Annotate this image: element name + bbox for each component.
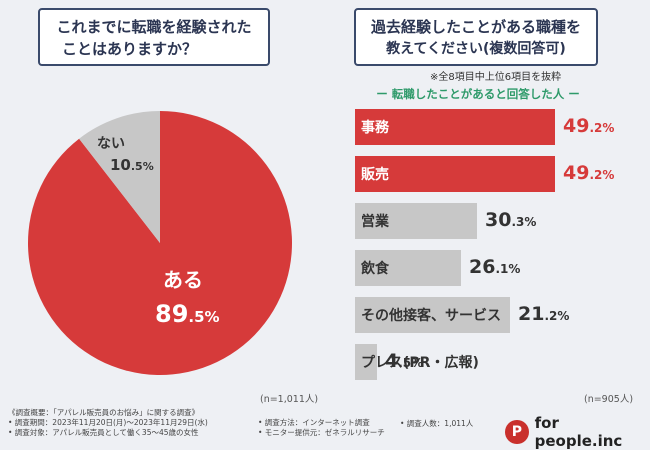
bar-1: 販売 49.2% — [355, 156, 614, 192]
left-sample-size: (n=1,011人) — [260, 394, 319, 405]
bar-4: その他接客、サービス 21.2% — [355, 297, 569, 333]
pie-label-yes: ある — [163, 268, 203, 292]
bar-3: 飲食 26.1% — [355, 250, 520, 286]
left-question-box: これまでに転職を経験された ことはありますか？ — [38, 8, 270, 66]
bar-value-dec-0: .2% — [589, 121, 615, 135]
left-question-line1: これまでに転職を経験された — [56, 18, 252, 36]
right-question-line1: 過去経験したことがある職種を — [370, 18, 581, 36]
bar-value-dec-2: .3% — [511, 215, 537, 229]
pie-value-no-int: 10 — [110, 156, 131, 174]
survey-method: • 調査方法：インターネット調査 — [258, 418, 370, 427]
bar-label-2: 営業 — [361, 214, 389, 230]
bar-value-0: 49.2% — [563, 115, 614, 137]
pie-slice-no — [79, 111, 160, 243]
pie-value-yes-dec: .5% — [188, 308, 219, 326]
pie-value-no-dec: .5% — [131, 160, 154, 173]
pie-label-no: ない — [97, 136, 125, 152]
bar-value-1: 49.2% — [563, 162, 614, 184]
survey-details: • 調査方法：インターネット調査 • モニター提供元：ゼネラルリサーチ — [258, 418, 385, 438]
bar-2: 営業 30.3% — [355, 203, 536, 239]
bar-label-4: その他接客、サービス — [361, 308, 501, 324]
bar-chart-subhead: ー 転職したことがあると回答した人 ー — [376, 87, 580, 101]
survey-count: • 調査人数：1,011人 — [400, 419, 474, 428]
pie-value-yes-int: 89 — [155, 300, 188, 328]
bar-0: 事務 49.2% — [355, 109, 614, 145]
bar-value-int-3: 26 — [469, 256, 496, 278]
pie-value-no: 10.5% — [110, 156, 154, 174]
bar-value-5: 4.5% — [385, 350, 423, 372]
pie-value-yes: 89.5% — [155, 300, 220, 328]
selection-note: ※全8項目中上位6項目を抜粋 — [430, 72, 562, 83]
survey-period: • 調査期間：2023年11月20日(月)～2023年11月29日(水) — [8, 418, 208, 427]
bar-value-4: 21.2% — [518, 303, 569, 325]
bar-label-5: プレス(PR・広報) — [361, 355, 479, 371]
brand-logo: P for people.inc — [505, 414, 650, 450]
pie-slice-yes — [27, 111, 292, 375]
survey-monitor: • モニター提供元：ゼネラルリサーチ — [258, 428, 385, 437]
brand-name: for people.inc — [534, 414, 623, 450]
bar-value-dec-4: .2% — [544, 309, 570, 323]
bar-value-int-2: 30 — [485, 209, 512, 231]
survey-target: • 調査対象：アパレル販売員として働く35～45歳の女性 — [8, 428, 199, 437]
bar-value-dec-1: .2% — [589, 168, 615, 182]
bar-value-2: 30.3% — [485, 209, 536, 231]
bar-value-int-5: 4 — [385, 350, 399, 372]
bar-value-int-1: 49 — [563, 162, 590, 184]
bar-5: プレス(PR・広報) 4.5% — [355, 344, 479, 380]
right-question-line2: 教えてください(複数回答可) — [386, 41, 566, 57]
bar-value-3: 26.1% — [469, 256, 520, 278]
right-question-box: 過去経験したことがある職種を 教えてください(複数回答可) — [354, 8, 598, 66]
bar-value-int-0: 49 — [563, 115, 590, 137]
left-question-line2: ことはありますか？ — [62, 40, 198, 58]
survey-summary: 《調査概要：「アパレル販売員のお悩み」に関する調査》 • 調査期間：2023年1… — [8, 408, 208, 438]
bar-value-int-4: 21 — [518, 303, 545, 325]
brand-mark-icon: P — [505, 420, 529, 444]
bar-label-0: 事務 — [361, 120, 389, 136]
survey-summary-title: 《調査概要：「アパレル販売員のお悩み」に関する調査》 — [8, 408, 200, 417]
bar-label-3: 飲食 — [361, 261, 389, 277]
right-sample-size: (n=905人) — [584, 394, 634, 405]
bar-value-dec-5: .5% — [398, 356, 424, 370]
bar-value-dec-3: .1% — [495, 262, 521, 276]
bar-label-1: 販売 — [361, 167, 389, 183]
